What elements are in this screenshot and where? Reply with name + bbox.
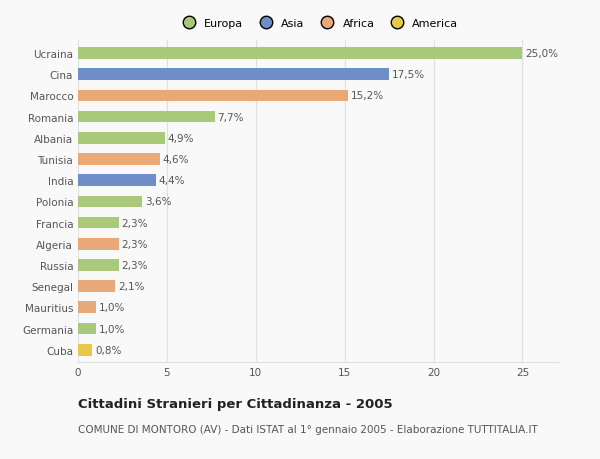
Text: 2,3%: 2,3% [122, 260, 148, 270]
Bar [78, 90, 348, 102]
Text: 3,6%: 3,6% [145, 197, 171, 207]
Text: 2,1%: 2,1% [118, 281, 145, 291]
Bar [78, 281, 115, 292]
Text: Cittadini Stranieri per Cittadinanza - 2005: Cittadini Stranieri per Cittadinanza - 2… [78, 397, 392, 410]
Text: 4,9%: 4,9% [168, 134, 194, 144]
Bar [78, 217, 119, 229]
Bar [78, 344, 92, 356]
Bar [78, 154, 160, 166]
Legend: Europa, Asia, Africa, America: Europa, Asia, Africa, America [173, 15, 463, 34]
Text: 1,0%: 1,0% [98, 302, 125, 313]
Text: COMUNE DI MONTORO (AV) - Dati ISTAT al 1° gennaio 2005 - Elaborazione TUTTITALIA: COMUNE DI MONTORO (AV) - Dati ISTAT al 1… [78, 425, 538, 435]
Text: 25,0%: 25,0% [525, 49, 558, 59]
Text: 4,4%: 4,4% [159, 176, 185, 186]
Bar [78, 302, 96, 313]
Text: 7,7%: 7,7% [218, 112, 244, 123]
Bar [78, 259, 119, 271]
Bar [78, 196, 142, 208]
Bar [78, 112, 215, 123]
Bar [78, 323, 96, 335]
Text: 4,6%: 4,6% [163, 155, 189, 165]
Text: 2,3%: 2,3% [122, 239, 148, 249]
Bar [78, 133, 165, 145]
Text: 0,8%: 0,8% [95, 345, 121, 355]
Text: 1,0%: 1,0% [98, 324, 125, 334]
Text: 2,3%: 2,3% [122, 218, 148, 228]
Text: 15,2%: 15,2% [351, 91, 384, 101]
Bar [78, 69, 389, 81]
Text: 17,5%: 17,5% [392, 70, 425, 80]
Bar [78, 238, 119, 250]
Bar [78, 48, 523, 60]
Bar [78, 175, 156, 187]
